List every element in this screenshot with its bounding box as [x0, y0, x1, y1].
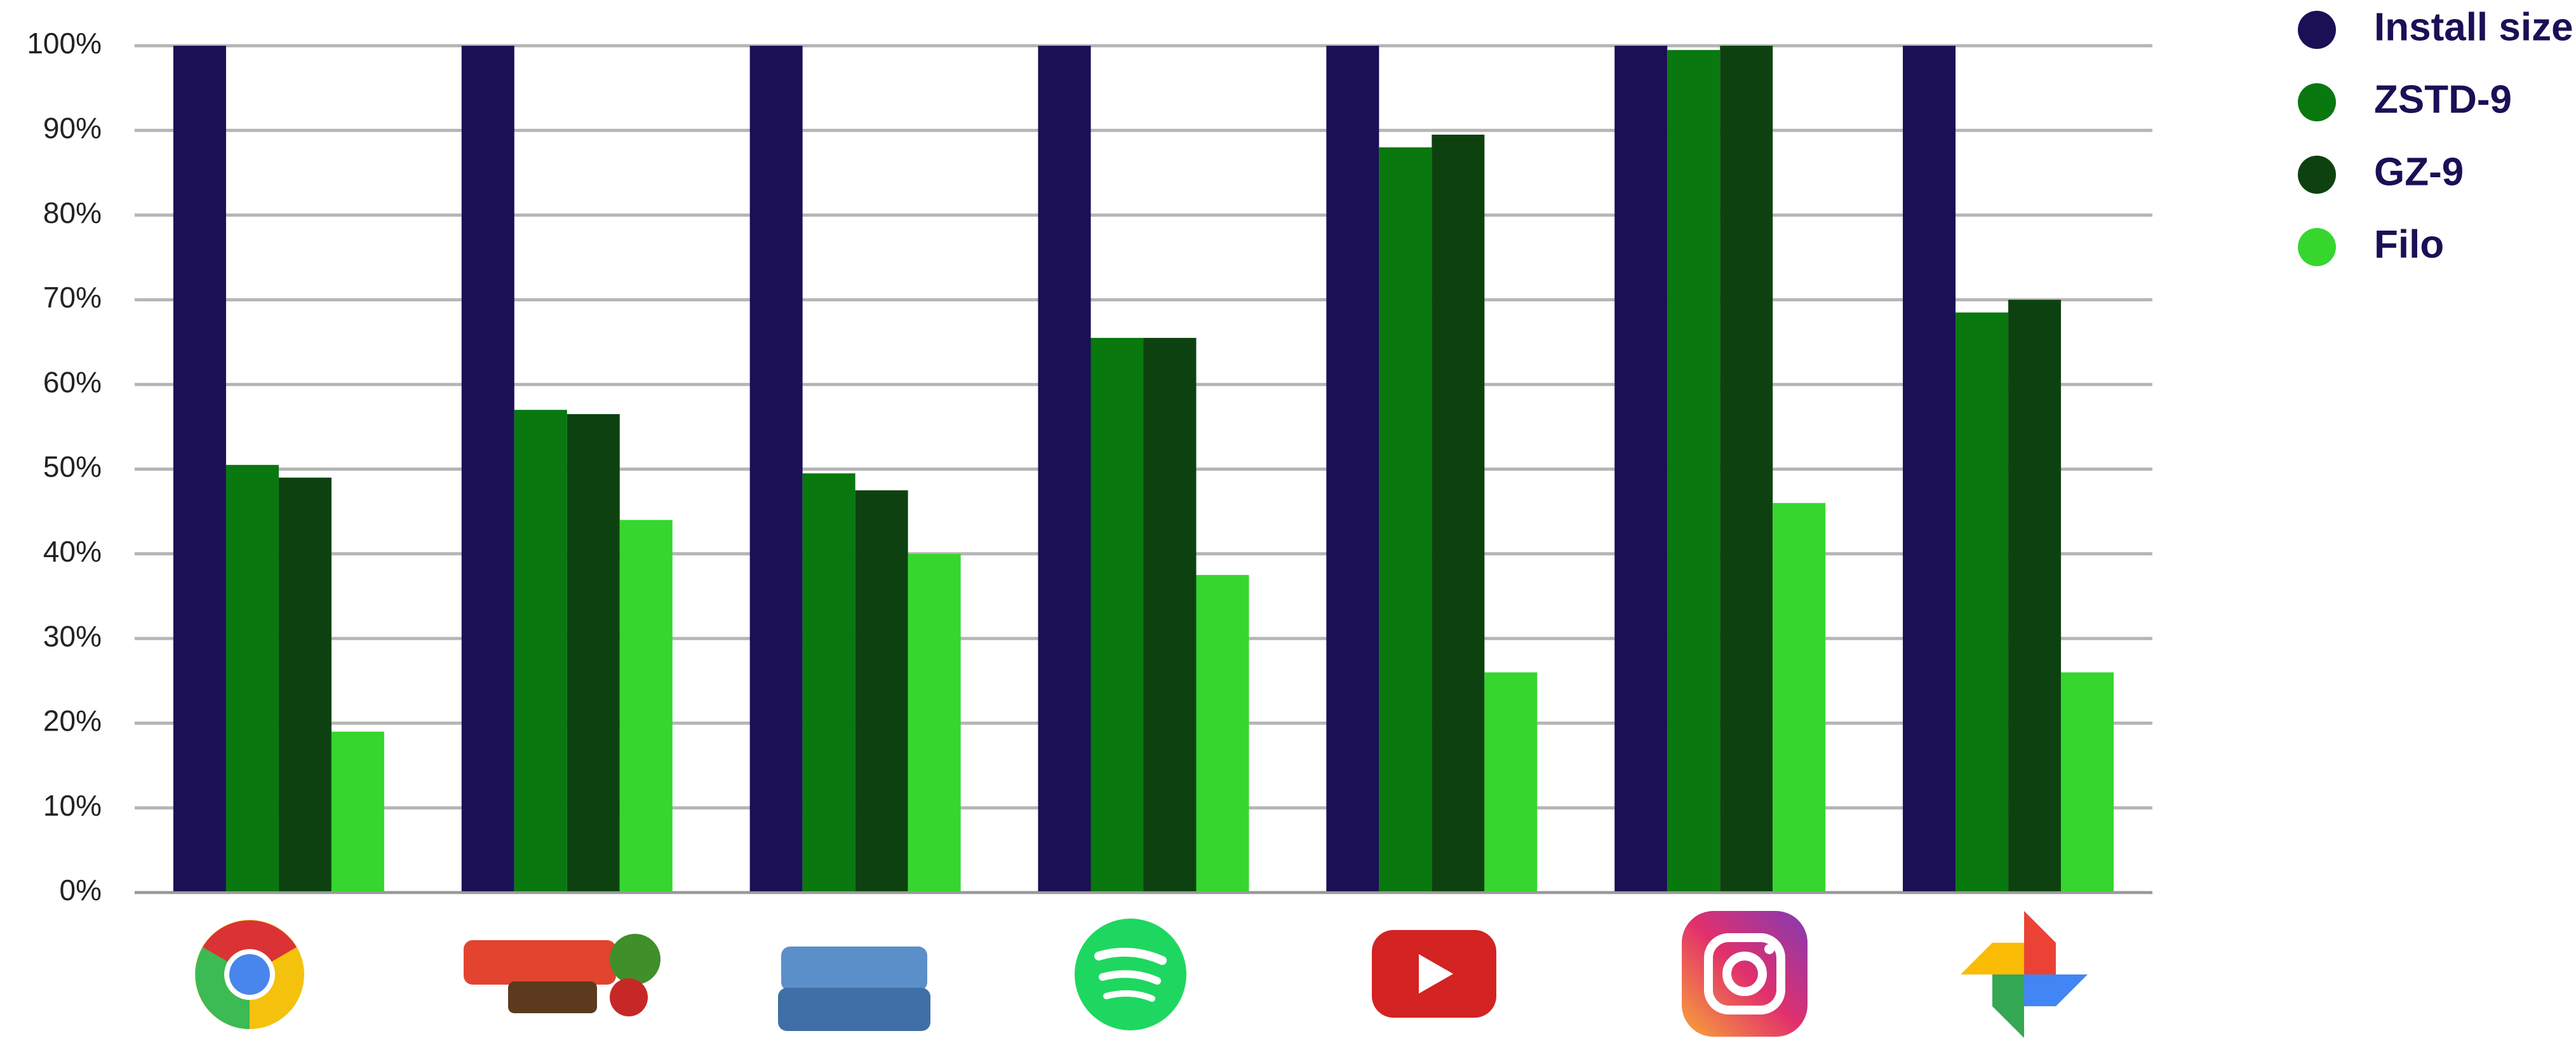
bar [567, 414, 620, 893]
legend-marker [2298, 11, 2336, 49]
photos-icon [1961, 911, 2088, 1038]
bar [225, 464, 279, 893]
boom-beach-icon [778, 947, 930, 1031]
bar [749, 46, 803, 893]
bar [1773, 502, 1826, 893]
bar [908, 553, 961, 893]
legend-label: ZSTD-9 [2374, 78, 2512, 121]
bar [1326, 46, 1379, 893]
bar [802, 473, 855, 893]
bar [619, 520, 673, 893]
bar [1143, 337, 1197, 893]
bar [2061, 672, 2114, 893]
y-tick-label: 40% [43, 535, 102, 568]
youtube-icon [1372, 930, 1496, 1018]
chrome-icon [195, 920, 304, 1029]
legend-marker [2298, 156, 2336, 194]
y-tick-label: 50% [43, 450, 102, 483]
y-tick-label: 60% [43, 365, 102, 398]
y-tick-label: 90% [43, 111, 102, 144]
bar [1379, 147, 1432, 893]
bar [1720, 46, 1773, 893]
y-tick-label: 30% [43, 619, 102, 652]
legend-label: Filo [2374, 222, 2444, 266]
bar [461, 46, 514, 893]
bar [1614, 46, 1668, 893]
bar [1196, 575, 1249, 893]
y-tick-label: 80% [43, 196, 102, 229]
bar [331, 731, 384, 893]
y-tick-label: 70% [43, 281, 102, 314]
bar [1955, 312, 2009, 893]
y-tick-label: 10% [43, 789, 102, 822]
bar [1038, 46, 1091, 893]
y-tick-label: 20% [43, 704, 102, 738]
legend-marker [2298, 228, 2336, 266]
bar [173, 46, 226, 893]
y-tick-label: 0% [60, 873, 102, 907]
bar [1090, 337, 1144, 893]
bar [1484, 672, 1538, 893]
fruit-ninja-icon [464, 934, 661, 1016]
legend-marker [2298, 83, 2336, 121]
y-tick-label: 100% [27, 27, 102, 60]
legend-label: GZ-9 [2374, 150, 2464, 194]
bar [1432, 134, 1485, 893]
bar [278, 477, 332, 893]
bar [514, 410, 567, 893]
spotify-icon [1075, 919, 1186, 1030]
legend-label: Install size [2374, 5, 2573, 49]
bar [1667, 50, 1721, 893]
bar [855, 490, 908, 893]
bar [1903, 46, 1956, 893]
bar [2008, 299, 2062, 893]
app-icons [195, 911, 2088, 1038]
instagram-icon [1682, 911, 1808, 1037]
